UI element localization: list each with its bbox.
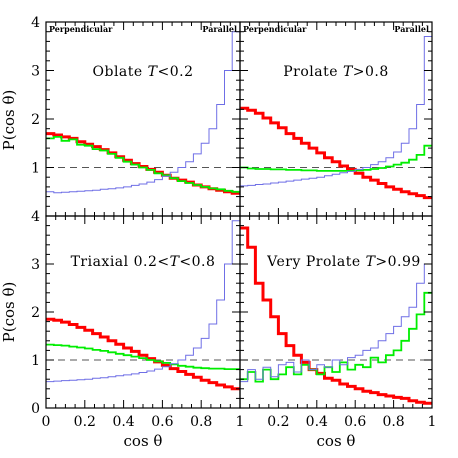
- panel-title: Prolate T>0.8: [283, 64, 389, 80]
- panel-title-var: T: [170, 254, 181, 270]
- series-blue-line: [240, 263, 432, 383]
- corner-label-right: Parallel: [202, 24, 237, 34]
- panel-title: Triaxial 0.2<T<0.8: [71, 254, 216, 270]
- x-axis-label-right-text: cos θ: [317, 432, 356, 450]
- panel-3: 0 1 2 3 4 0 0.2 0.4 0.6 0.8 1 Triaxial 0.2<T<0.8: [31, 209, 244, 430]
- panel-2: Perpendicular Parallel Prolate T>0.8: [239, 21, 433, 217]
- x-tick-label: 0: [42, 414, 51, 430]
- series-red-line: [46, 317, 240, 391]
- series-blue-line: [46, 31, 240, 194]
- y-axis-label-bottom: P(cos θ): [0, 282, 18, 343]
- y-tick-label: 0: [31, 401, 40, 417]
- y-axis-label-bottom-text: P(cos θ): [0, 282, 18, 343]
- y-tick-label: 4: [31, 209, 40, 225]
- panel-title-prefix: Oblate: [93, 64, 148, 80]
- panel-4: 0.2 0.4 0.6 0.8 1 Very Prolate T>0.99: [239, 215, 437, 430]
- panel-frame: [45, 215, 241, 409]
- x-tick-label: 0.2: [74, 414, 96, 430]
- panel-title-prefix: Prolate: [283, 64, 343, 80]
- x-tick-label: 0.4: [112, 414, 134, 430]
- x-tick-label: 1: [428, 414, 437, 430]
- y-tick-label: 3: [31, 64, 40, 80]
- corner-label-right: Parallel: [394, 24, 429, 34]
- panel-title-suffix: <0.2: [157, 64, 193, 80]
- x-tick-label: 0.8: [382, 414, 404, 430]
- y-tick-label: 1: [31, 161, 40, 177]
- y-axis-label-top: P(cos θ): [0, 90, 18, 151]
- x-axis-label-left: cos θ: [124, 432, 163, 450]
- x-axis-label-right: cos θ: [317, 432, 356, 450]
- panel-title: Very Prolate T>0.99: [266, 254, 421, 270]
- x-tick-label: 0.8: [190, 414, 212, 430]
- corner-label-left: Perpendicular: [49, 24, 113, 34]
- panel-title-suffix: >0.99: [375, 254, 420, 270]
- x-tick-label: 1: [236, 414, 245, 430]
- series-blue-line: [46, 220, 240, 383]
- series-blue-line: [240, 36, 432, 187]
- panel-title-suffix: <0.8: [179, 254, 215, 270]
- series-green-line: [46, 343, 240, 370]
- panel-title-suffix: >0.8: [353, 64, 389, 80]
- x-tick-label: 0.4: [306, 414, 328, 430]
- x-axis-label-left-text: cos θ: [124, 432, 163, 450]
- series-red-line: [240, 226, 432, 405]
- axis-labels-layer: cos θ cos θ P(cos θ) P(cos θ): [0, 90, 355, 450]
- y-tick-label: 3: [31, 257, 40, 273]
- y-tick-label: 4: [31, 15, 40, 31]
- series-green-line: [46, 136, 240, 193]
- x-tick-label: 0.2: [267, 414, 289, 430]
- panel-title-var: T: [343, 64, 354, 80]
- y-tick-label: 2: [31, 305, 40, 321]
- panel-title: Oblate T<0.2: [93, 64, 194, 80]
- panel-title-var: T: [148, 64, 159, 80]
- y-tick-label: 1: [31, 353, 40, 369]
- x-tick-label: 0.6: [344, 414, 366, 430]
- panel-frame: [45, 21, 241, 217]
- panel-title-prefix: Triaxial 0.2<: [71, 254, 170, 270]
- panel-title-prefix: Very Prolate: [266, 254, 365, 270]
- x-tick-label: 0.6: [151, 414, 173, 430]
- y-tick-label: 2: [31, 112, 40, 128]
- panel-1: 1 2 3 4 Perpendicular Parallel Oblate T<0.2: [31, 15, 241, 217]
- series-red-line: [240, 106, 432, 200]
- corner-label-left: Perpendicular: [243, 24, 307, 34]
- series-green-line: [240, 291, 432, 383]
- panel-title-var: T: [366, 254, 377, 270]
- y-axis-label-top-text: P(cos θ): [0, 90, 18, 151]
